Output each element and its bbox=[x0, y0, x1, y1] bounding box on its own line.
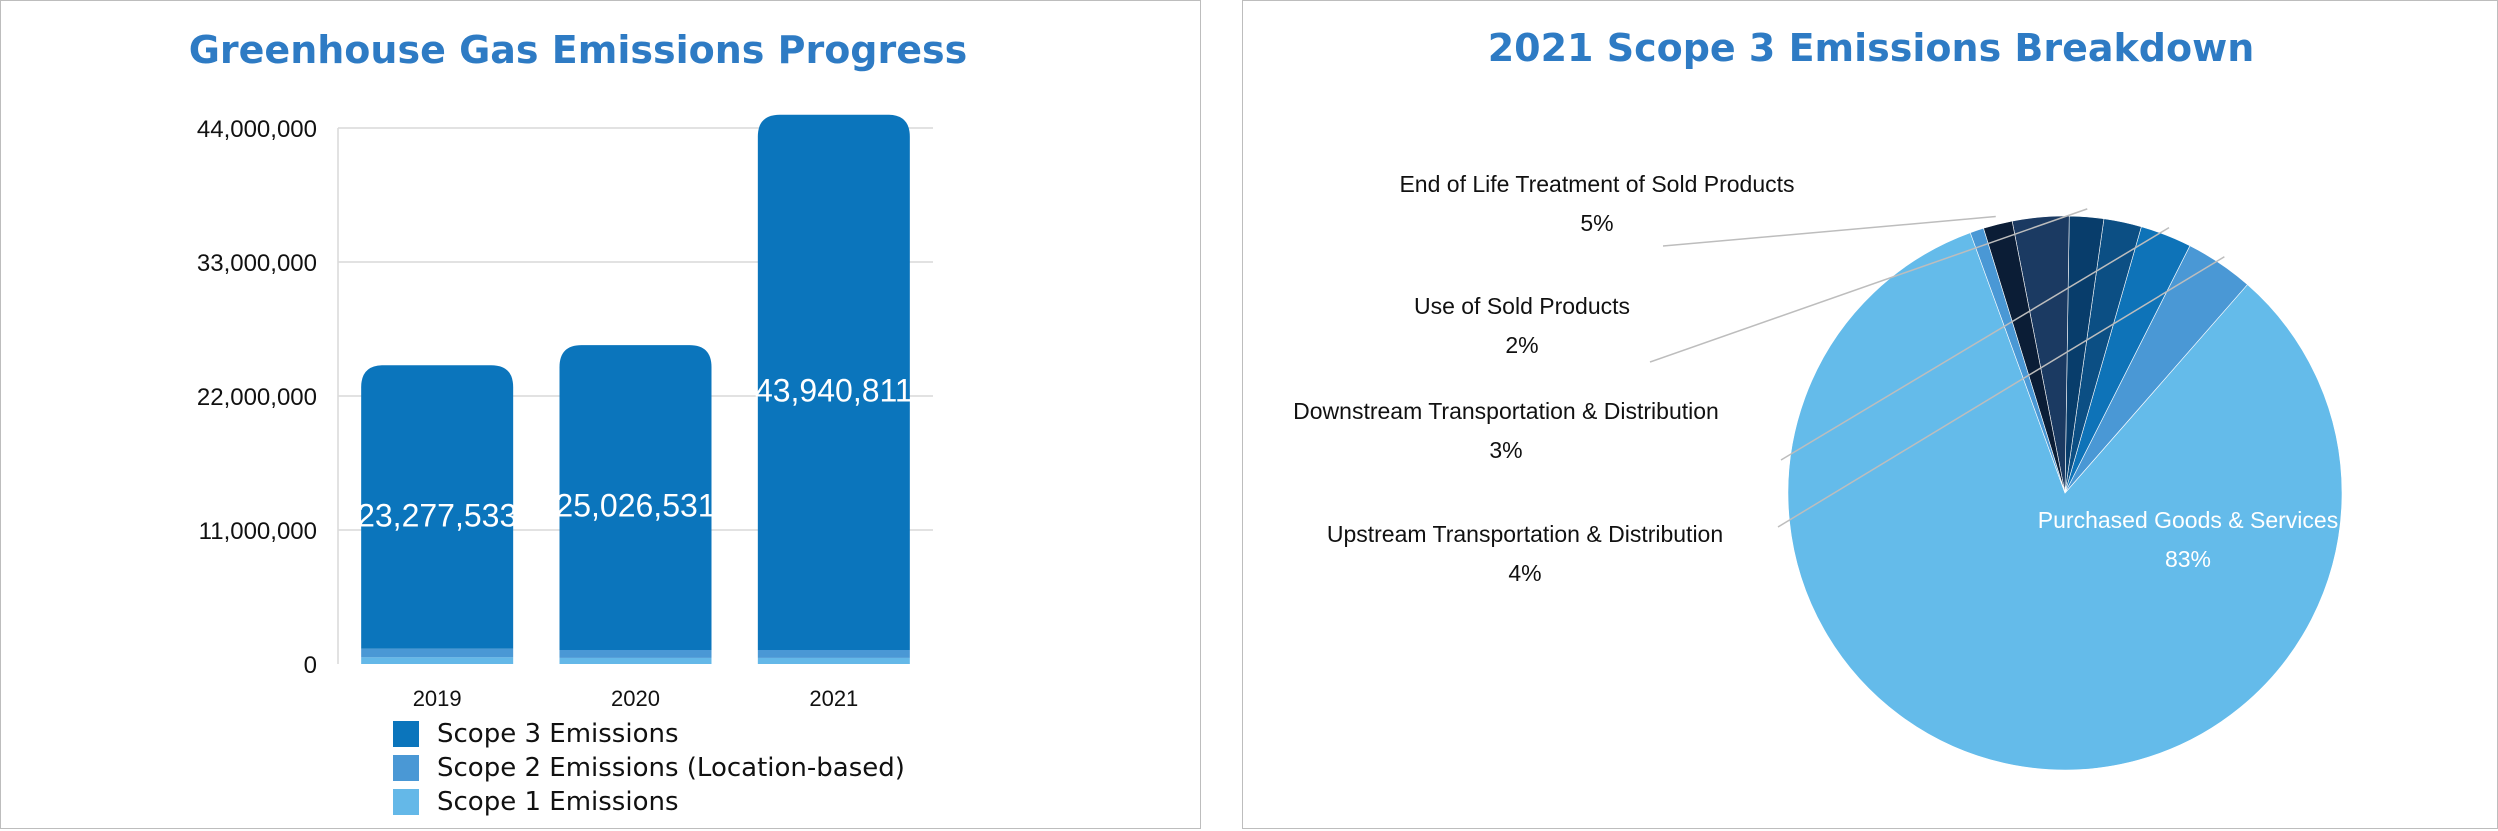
x-tick-label: 2019 bbox=[413, 686, 462, 711]
bar-chart: Greenhouse Gas Emissions Progress 0 11,00… bbox=[189, 28, 968, 817]
legend-label: Scope 1 Emissions bbox=[437, 787, 679, 817]
pie-chart-title: 2021 Scope 3 Emissions Breakdown bbox=[1488, 26, 2255, 70]
bar-segment bbox=[559, 657, 712, 664]
pie-slice-percent: 83% bbox=[2165, 546, 2211, 572]
pie-leader-line bbox=[1649, 208, 2088, 363]
y-tick-label: 44,000,000 bbox=[197, 116, 317, 143]
pie-slice-label: Upstream Transportation & Distribution bbox=[1327, 521, 1723, 547]
bar-chart-title: Greenhouse Gas Emissions Progress bbox=[189, 28, 968, 72]
legend-label: Scope 3 Emissions bbox=[437, 719, 679, 749]
legend-swatch bbox=[393, 789, 419, 815]
pie-slice bbox=[1969, 227, 2066, 494]
pie-chart-panel: 2021 Scope 3 Emissions Breakdown Purchas… bbox=[1242, 0, 2498, 829]
pie-slice-label: End of Life Treatment of Sold Products bbox=[1399, 171, 1794, 197]
bar-segment bbox=[757, 114, 910, 650]
x-tick-label: 2021 bbox=[809, 686, 858, 711]
legend-label: Scope 2 Emissions (Location-based) bbox=[437, 753, 905, 783]
pie-chart: 2021 Scope 3 Emissions Breakdown Purchas… bbox=[1293, 26, 2343, 771]
pie-leader-line bbox=[1780, 227, 2170, 461]
bar-segment bbox=[559, 345, 712, 650]
pie-slice-label: Use of Sold Products bbox=[1414, 293, 1630, 319]
pie-leader-line bbox=[1777, 256, 2225, 528]
pie-slice-percent: 4% bbox=[1508, 560, 1541, 586]
bar-chart-panel: Greenhouse Gas Emissions Progress 0 11,00… bbox=[0, 0, 1201, 829]
legend-swatch bbox=[393, 755, 419, 781]
bar-segment bbox=[757, 649, 910, 658]
y-tick-label: 22,000,000 bbox=[197, 384, 317, 411]
pie-slice-percent: 3% bbox=[1489, 437, 1522, 463]
legend-swatch bbox=[393, 721, 419, 747]
bar-data-label: 23,277,533 bbox=[357, 498, 517, 534]
bar-segment bbox=[361, 365, 514, 649]
bar-data-label: 25,026,531 bbox=[555, 488, 715, 524]
bar-segment bbox=[361, 648, 514, 658]
y-tick-label: 0 bbox=[304, 652, 317, 679]
pie-slice-percent: 5% bbox=[1580, 210, 1613, 236]
pie-leader-line bbox=[1662, 215, 1996, 247]
y-tick-label: 33,000,000 bbox=[197, 250, 317, 277]
bar-segment bbox=[559, 649, 712, 658]
x-tick-label: 2020 bbox=[611, 686, 660, 711]
pie-slice bbox=[1787, 232, 2343, 771]
pie-slice-label: Purchased Goods & Services bbox=[2038, 507, 2338, 533]
bar-segment bbox=[757, 657, 910, 664]
bar-data-label: 43,940,811 bbox=[755, 372, 913, 408]
bar-segment bbox=[361, 657, 514, 664]
pie-slice-label: Downstream Transportation & Distribution bbox=[1293, 398, 1719, 424]
y-tick-label: 11,000,000 bbox=[199, 518, 317, 545]
pie-slice-percent: 2% bbox=[1505, 332, 1538, 358]
